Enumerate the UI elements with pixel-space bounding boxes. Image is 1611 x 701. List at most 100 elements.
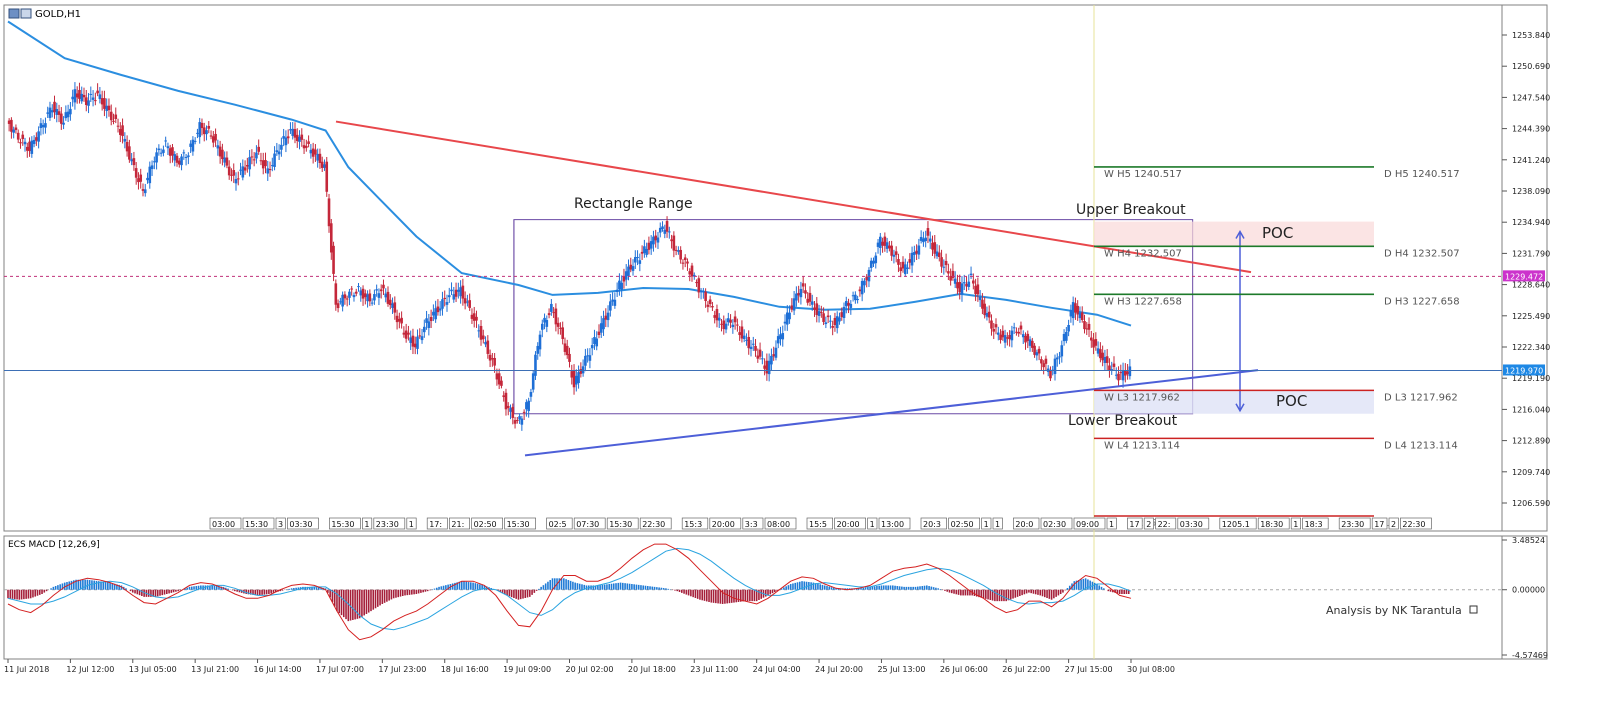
candle — [162, 145, 165, 157]
candle-body — [1087, 323, 1091, 330]
macd-tick-label: 0.00000 — [1512, 586, 1545, 595]
candle — [143, 183, 147, 197]
candle-body — [652, 236, 655, 245]
candle — [851, 291, 855, 302]
candle — [325, 157, 329, 197]
candle-body — [554, 308, 558, 325]
candle — [1128, 359, 1132, 380]
current-price-badge — [1503, 364, 1545, 376]
candle-body — [14, 127, 18, 130]
candle-body — [1096, 348, 1100, 354]
candle-body — [189, 143, 192, 147]
candle — [908, 253, 912, 270]
candle-body — [357, 286, 360, 288]
lower-breakout-label: Lower Breakout — [1068, 413, 1178, 429]
candle-body — [62, 122, 65, 125]
candle-body — [1119, 372, 1123, 374]
candle — [699, 288, 703, 300]
candle — [996, 326, 1000, 341]
candle — [87, 93, 90, 114]
candle — [82, 87, 86, 102]
candle-body — [867, 269, 871, 282]
macd-layer: 3.48524 0.00000 -4.57469 — [4, 536, 1548, 660]
price-axis: 1253.840 1250.690 1247.540 1244.390 1241.240… — [1501, 5, 1550, 531]
candle-body — [767, 360, 771, 375]
candle — [1076, 300, 1079, 321]
candle-body — [795, 293, 798, 301]
candle — [624, 264, 628, 286]
candle — [1060, 340, 1064, 363]
candle — [125, 135, 129, 157]
candle-body — [962, 282, 966, 284]
candle — [1119, 364, 1123, 380]
candle-body — [1089, 337, 1093, 341]
candle — [177, 158, 181, 168]
candle — [1080, 306, 1084, 323]
candle — [191, 136, 195, 156]
candle — [1083, 314, 1086, 334]
candle-body — [704, 291, 707, 301]
candle — [329, 218, 333, 260]
candle-body — [860, 280, 864, 295]
candle-body — [286, 136, 290, 139]
candle — [663, 224, 667, 239]
candle — [1058, 351, 1061, 365]
candle — [702, 287, 705, 299]
candle — [493, 353, 496, 373]
candle-body — [393, 302, 397, 313]
candle — [976, 277, 980, 302]
time-marker-box — [948, 517, 980, 530]
candle-body — [30, 140, 34, 154]
price-tick-label: 1250.690 — [1512, 62, 1550, 71]
candle — [445, 294, 449, 312]
candle-body — [250, 156, 254, 158]
candle-body — [783, 321, 787, 324]
time-tick-label: 17 Jul 07:00 — [316, 665, 364, 674]
candle-body — [695, 282, 698, 284]
candle — [763, 358, 766, 376]
candle — [264, 152, 267, 174]
time-marker-label: 20:3 — [923, 520, 941, 529]
candle — [779, 326, 782, 346]
candle — [883, 232, 887, 252]
candle — [931, 235, 934, 256]
candle — [357, 283, 360, 292]
candle — [364, 289, 367, 305]
candle-body — [443, 297, 447, 300]
chart-window-icon-2[interactable] — [20, 8, 32, 19]
candle-body — [520, 418, 524, 425]
candle-body — [438, 308, 442, 311]
time-marker-label: 18:30 — [1260, 520, 1283, 529]
candle-body — [157, 148, 161, 151]
candle — [958, 274, 962, 300]
time-marker-label: 2 — [1391, 520, 1396, 529]
candle — [280, 137, 283, 157]
candle — [529, 388, 533, 402]
candle-body — [345, 298, 349, 300]
time-tick-label: 20 Jul 18:00 — [628, 665, 676, 674]
candle-body — [352, 295, 356, 298]
moving-average-line — [7, 20, 1132, 327]
candle-body — [513, 420, 517, 424]
candle-body — [341, 294, 344, 307]
candle-body — [1117, 373, 1120, 381]
price-tick-label: 1231.790 — [1512, 249, 1550, 258]
candle-body — [808, 292, 812, 302]
candle — [41, 119, 45, 135]
time-marker-box — [471, 517, 503, 530]
candle — [790, 298, 794, 313]
candle-body — [844, 301, 848, 307]
candle-body — [327, 198, 331, 227]
candle — [447, 287, 451, 303]
candle-body — [103, 98, 106, 109]
candle-body — [153, 161, 156, 163]
candle — [214, 128, 217, 147]
candle-body — [334, 283, 338, 305]
chart-window-icon[interactable] — [8, 8, 20, 19]
candle-body — [239, 169, 242, 171]
candle — [148, 161, 152, 189]
candle — [631, 259, 635, 276]
candle-body — [575, 375, 578, 385]
candle-body — [198, 122, 202, 138]
